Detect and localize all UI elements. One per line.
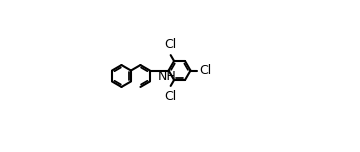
Text: NH: NH xyxy=(158,70,176,83)
Text: Cl: Cl xyxy=(199,64,211,77)
Text: Cl: Cl xyxy=(165,90,177,104)
Text: Cl: Cl xyxy=(165,38,177,51)
